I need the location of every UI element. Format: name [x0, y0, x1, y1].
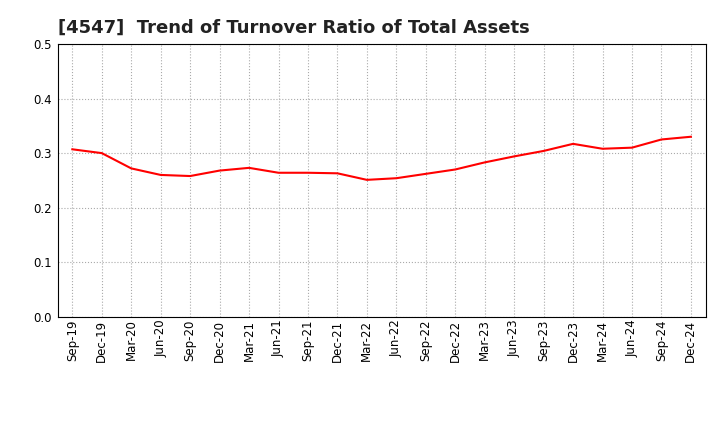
Text: [4547]  Trend of Turnover Ratio of Total Assets: [4547] Trend of Turnover Ratio of Total …	[58, 19, 529, 37]
